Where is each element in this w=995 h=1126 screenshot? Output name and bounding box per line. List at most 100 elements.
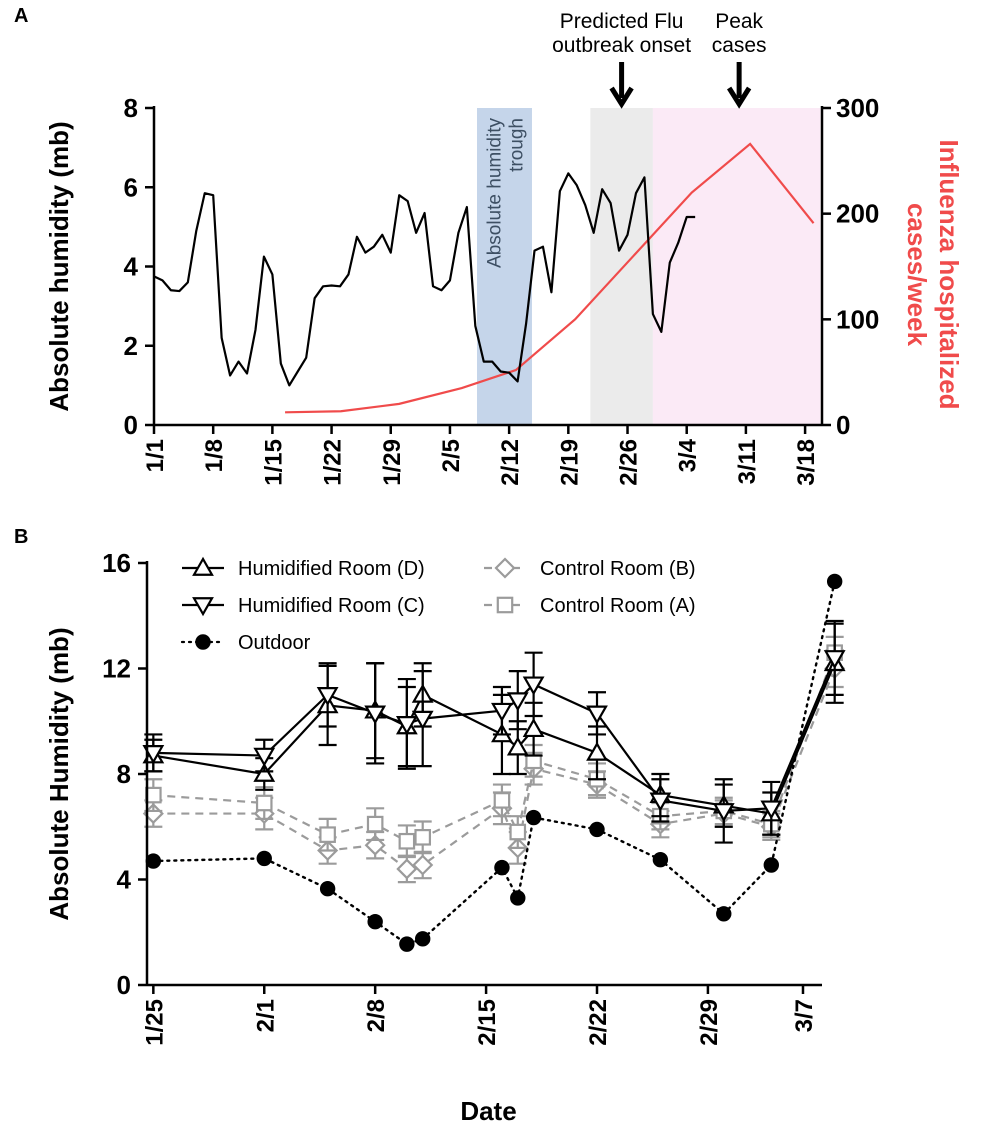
trough-label-line: trough [506, 118, 527, 172]
data-point-outdoor [763, 857, 779, 873]
x-tick-label: 1/22 [320, 439, 347, 486]
series-line-control-room-b [153, 668, 836, 871]
x-tick-label: 3/7 [791, 999, 818, 1032]
data-point-humidified-room-c [253, 747, 276, 767]
data-point-outdoor [145, 853, 162, 869]
data-point-outdoor [652, 852, 669, 868]
annotation-line: cases [712, 34, 767, 57]
legend-item-control-room-a: Control Room (A) [484, 595, 696, 617]
y2-tick-label: 300 [836, 93, 879, 123]
legend-item-outdoor: Outdoor [180, 632, 311, 654]
data-point-outdoor [525, 809, 542, 826]
data-point-humidified-room-d [506, 736, 529, 756]
x-tick-label: 3/11 [734, 439, 761, 484]
annotation-peak: Peak cases [712, 10, 767, 57]
x-tick-label: 1/25 [141, 999, 168, 1046]
data-point-outdoor [826, 573, 843, 590]
y-tick-label: 12 [102, 654, 131, 684]
x-tick-label: 3/18 [793, 439, 820, 486]
data-point-humidified-room-d [522, 717, 545, 738]
y2-tick-label: 200 [836, 199, 879, 229]
data-point-humidified-room-c [491, 702, 513, 722]
legend-item-control-room-b: Control Room (B) [484, 557, 696, 580]
y2-tick-label: 100 [836, 304, 879, 334]
data-point-control-room-a [255, 794, 273, 812]
annotation-line: outbreak onset [552, 34, 691, 57]
series-outdoor [145, 573, 843, 952]
legend-marker [496, 596, 514, 614]
data-point-control-room-a [398, 832, 416, 850]
data-point-outdoor [367, 914, 383, 930]
series-control-room-b [142, 648, 846, 884]
y-tick-label: 0 [124, 410, 138, 440]
x-tick-label: 1/1 [142, 439, 169, 472]
data-point-outdoor [399, 936, 415, 952]
data-point-outdoor [319, 881, 336, 897]
data-point-control-room-b [396, 858, 418, 880]
data-point-humidified-room-c [760, 800, 783, 820]
annotation-line: Predicted Flu [560, 10, 684, 33]
legend-marker [195, 634, 211, 650]
data-point-humidified-room-c [649, 792, 672, 812]
y2-tick-label: 0 [836, 410, 850, 440]
y-tick-label: 4 [117, 865, 132, 895]
panel-label-a: A [14, 5, 28, 27]
legend-label: Humidified Room (D) [238, 558, 425, 580]
data-point-outdoor [415, 931, 431, 947]
data-point-control-room-a [414, 828, 432, 846]
x-tick-label: 2/15 [474, 999, 501, 1046]
data-point-humidified-room-d [586, 741, 608, 761]
x-tick-label: 2/1 [252, 999, 279, 1032]
data-point-control-room-a [145, 786, 162, 804]
annotation-arrow-head [609, 86, 634, 109]
data-point-humidified-room-c [364, 705, 387, 725]
chart-a: Absolute humiditytrough 0 2 4 6 8 0 100 200 300 1/… [44, 10, 964, 486]
y-axis-title: Absolute humidity (mb) [44, 121, 74, 411]
x-tick-label: 1/8 [201, 439, 228, 472]
annotation-onset: Predicted Flu outbreak onset [552, 10, 691, 57]
data-point-outdoor [510, 890, 526, 906]
x-tick-label: 2/29 [696, 999, 723, 1046]
panel-label-b: B [14, 526, 28, 548]
y-tick-label: 6 [124, 172, 138, 202]
y2-axis-title-line: Influenza hospitalized [934, 139, 964, 409]
data-point-humidified-room-c [411, 710, 434, 730]
data-point-outdoor [589, 821, 605, 838]
x-axis-title: Date [460, 1096, 516, 1126]
absolute-humidity-line [153, 172, 696, 387]
y-tick-label: 2 [124, 331, 138, 361]
legend-marker [192, 556, 214, 576]
data-point-humidified-room-c [316, 687, 339, 707]
legend-label: Outdoor [238, 632, 311, 654]
band-onset-band [590, 108, 653, 425]
legend-label: Control Room (A) [540, 595, 696, 617]
y2-axis-title: Influenza hospitalizedcases/week [902, 139, 964, 409]
data-point-control-room-b [412, 854, 434, 876]
trough-label: Absolute humiditytrough [484, 118, 527, 268]
series-line-outdoor [152, 580, 836, 946]
trough-label-line: Absolute humidity [484, 118, 505, 268]
legend-marker [494, 557, 516, 579]
x-tick-label: 2/26 [616, 439, 643, 486]
data-point-outdoor [256, 850, 272, 867]
y2-axis-title-line: cases/week [902, 203, 932, 347]
x-tick-label: 2/12 [497, 439, 524, 486]
data-point-control-room-a [319, 826, 336, 843]
y-tick-label: 8 [124, 93, 138, 123]
y-tick-label: 16 [102, 548, 131, 578]
data-point-humidified-room-c [506, 692, 529, 712]
x-tick-label: 1/15 [260, 439, 287, 486]
influenza-cases-line [285, 142, 815, 414]
x-tick-label: 2/22 [585, 999, 612, 1046]
x-tick-label: 2/19 [556, 439, 583, 486]
y-tick-label: 0 [117, 970, 131, 1000]
data-point-humidified-room-c [522, 676, 545, 696]
annotation-line: Peak [715, 10, 763, 33]
legend-item-humidified-room-d: Humidified Room (D) [182, 556, 425, 580]
data-point-humidified-room-c [142, 745, 165, 765]
legend-item-humidified-room-c: Humidified Room (C) [182, 595, 425, 617]
annotation-arrow-head [727, 86, 752, 109]
data-point-control-room-a [493, 792, 511, 809]
data-point-humidified-room-c [395, 716, 418, 736]
